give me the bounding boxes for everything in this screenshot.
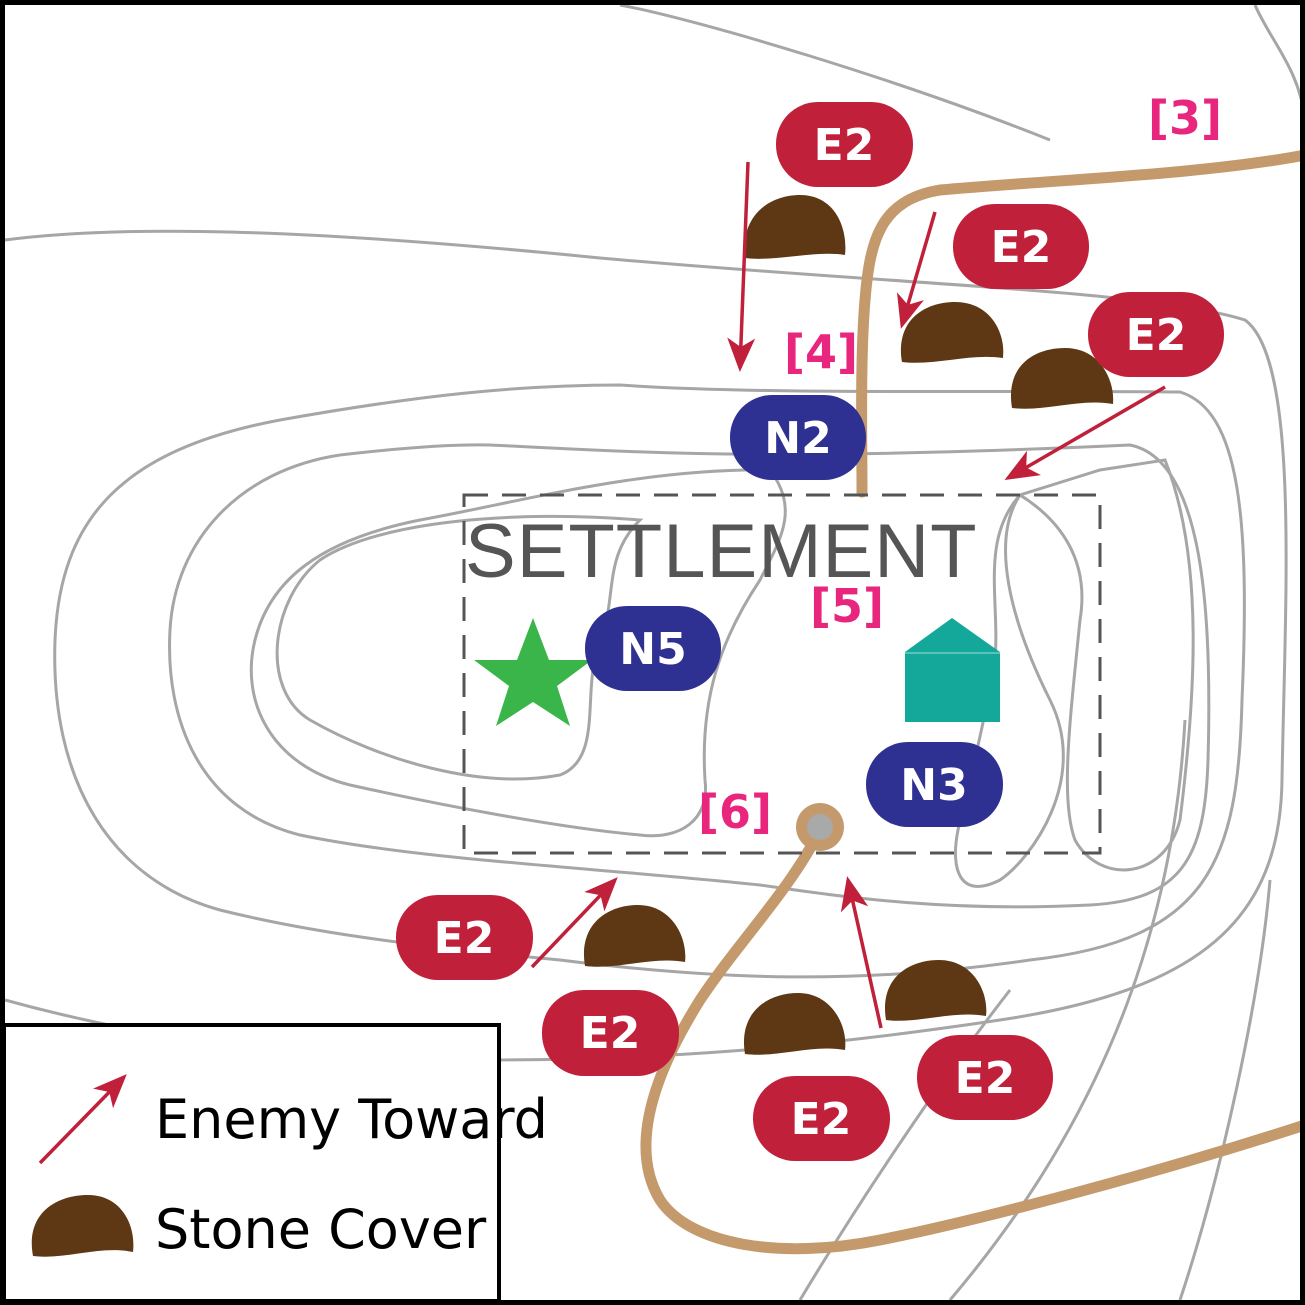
svg-text:N5: N5 (619, 624, 686, 675)
waypoint-circle-icon (796, 803, 844, 851)
arrow-icon (727, 161, 756, 372)
stones (583, 195, 1114, 1055)
enemy-badges: E2 E2 E2 E2 E2 E2 E2 (396, 102, 1224, 1161)
stone-cover-icon (744, 195, 846, 259)
trail-south (640, 824, 1305, 1255)
stone-cover-icon (743, 993, 846, 1055)
stone-cover-icon (900, 302, 1004, 363)
callout-3: [3] (1148, 91, 1222, 145)
house-icon (905, 618, 1000, 722)
arrow-icon (530, 877, 618, 969)
enemy-badge[interactable]: E2 (542, 990, 679, 1076)
trail-north (856, 149, 1305, 498)
arrow-icon (38, 1074, 127, 1165)
friendly-badge-n5[interactable]: N5 (585, 606, 721, 691)
friendly-badge-n3[interactable]: N3 (866, 742, 1003, 827)
svg-text:E2: E2 (991, 222, 1052, 273)
settlement-boundary (462, 493, 1102, 855)
star-icon (474, 618, 592, 726)
friendly-badge-n2[interactable]: N2 (730, 395, 866, 480)
contour-lines (4, 3, 1305, 1301)
enemy-badge[interactable]: E2 (953, 204, 1089, 289)
svg-text:N2: N2 (764, 413, 831, 464)
svg-text:E2: E2 (955, 1053, 1016, 1104)
callouts: [3] [4] [5] [6] (698, 91, 1222, 839)
svg-text:E2: E2 (580, 1008, 641, 1059)
legend: Enemy Toward Stone Cover (2, 1023, 548, 1303)
callout-4: [4] (784, 325, 858, 379)
stone-cover-icon (583, 905, 686, 967)
settlement-label: SETTLEMENT (465, 509, 978, 594)
legend-label-enemy-toward: Enemy Toward (155, 1088, 548, 1151)
arrow-icon (1004, 385, 1166, 481)
enemy-badge[interactable]: E2 (753, 1076, 890, 1161)
enemy-badge[interactable]: E2 (776, 102, 913, 187)
svg-text:E2: E2 (434, 913, 495, 964)
enemy-badge[interactable]: E2 (396, 895, 533, 980)
legend-label-stone-cover: Stone Cover (155, 1198, 487, 1261)
friendly-badges: N2 N5 N3 (585, 395, 1003, 827)
svg-text:E2: E2 (791, 1094, 852, 1145)
svg-text:E2: E2 (1126, 310, 1187, 361)
enemy-badge[interactable]: E2 (917, 1035, 1053, 1120)
arrow-icon (840, 876, 883, 1029)
stone-cover-icon (31, 1195, 134, 1257)
enemy-arrows (530, 161, 1166, 1029)
trails (640, 149, 1305, 1255)
callout-6: [6] (698, 785, 772, 839)
stone-cover-icon (884, 960, 987, 1021)
svg-text:N3: N3 (900, 760, 967, 811)
arrow-icon (896, 211, 937, 329)
enemy-badge[interactable]: E2 (1088, 292, 1224, 377)
callout-5: [5] (810, 579, 884, 633)
stone-cover-icon (1010, 348, 1114, 409)
svg-text:E2: E2 (814, 120, 875, 171)
legend-box (2, 1023, 501, 1303)
